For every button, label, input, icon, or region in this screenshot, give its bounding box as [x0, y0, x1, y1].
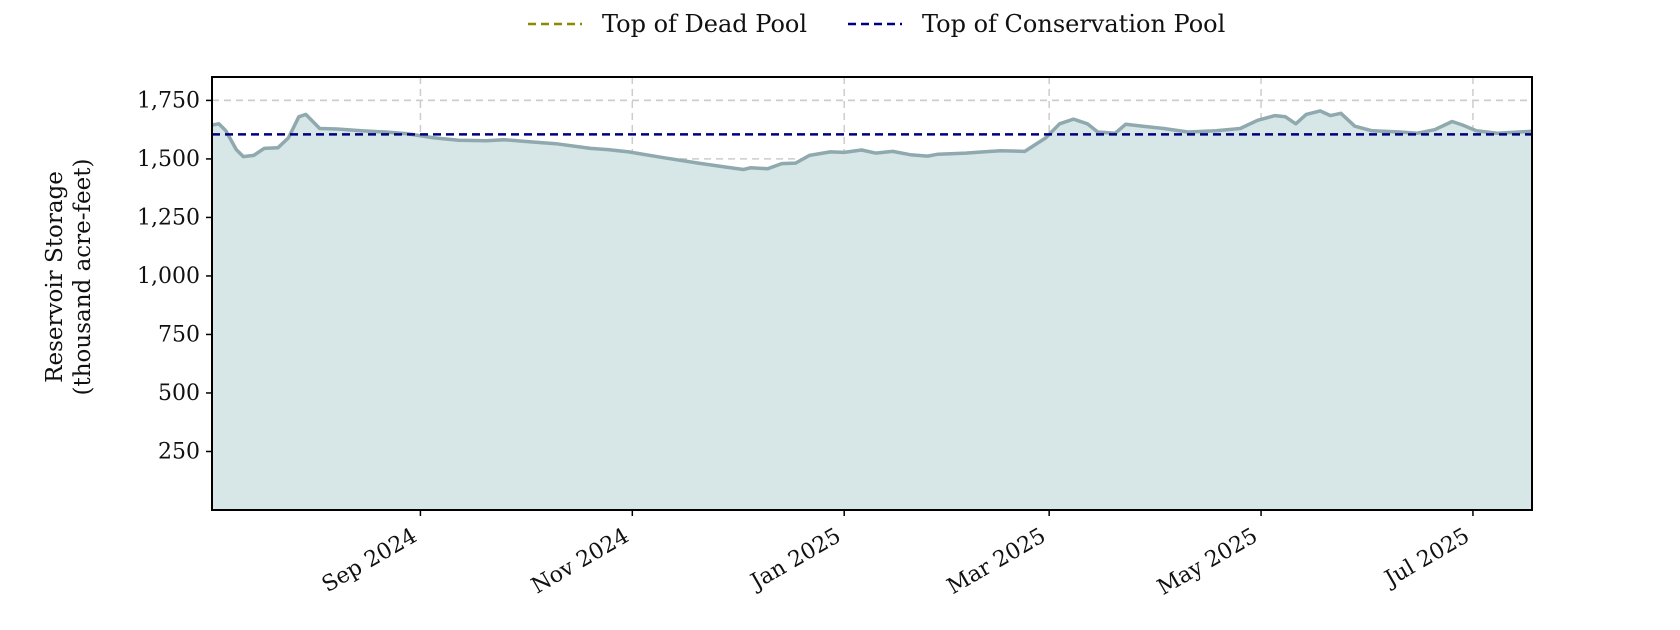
legend-label-dead-pool: Top of Dead Pool [602, 10, 807, 38]
y-axis: 250 500 750 1,000 1,250 1,500 1,750 [137, 88, 212, 464]
storage-area-fill [212, 110, 1532, 511]
y-tick-label: 1,750 [137, 88, 200, 113]
legend-label-conservation-pool: Top of Conservation Pool [922, 10, 1225, 38]
x-tick-label: May 2025 [1153, 524, 1262, 601]
y-tick-label: 1,500 [137, 147, 200, 172]
y-tick-label: 1,250 [137, 205, 200, 230]
x-axis: Sep 2024 Nov 2024 Jan 2025 Mar 2025 May 2025… [318, 510, 1474, 601]
y-axis-title-line-1: Reservoir Storage [42, 171, 68, 383]
x-tick-label: Nov 2024 [527, 524, 633, 600]
x-tick-label: Sep 2024 [318, 524, 422, 598]
x-tick-label: Mar 2025 [943, 524, 1050, 600]
storage-line [211, 109, 1533, 172]
x-tick-label: Jul 2025 [1379, 524, 1474, 593]
plot-frame [211, 76, 1533, 511]
y-axis-title-line-2: (thousand acre-feet) [70, 159, 96, 396]
y-tick-label: 500 [158, 381, 200, 406]
x-tick-label: Jan 2025 [745, 524, 845, 596]
legend: Top of Dead Pool Top of Conservation Poo… [528, 10, 1225, 38]
y-tick-label: 1,000 [137, 264, 200, 289]
y-tick-label: 750 [158, 322, 200, 347]
y-tick-label: 250 [158, 439, 200, 464]
y-axis-title: Reservoir Storage (thousand acre-feet) [42, 159, 96, 396]
